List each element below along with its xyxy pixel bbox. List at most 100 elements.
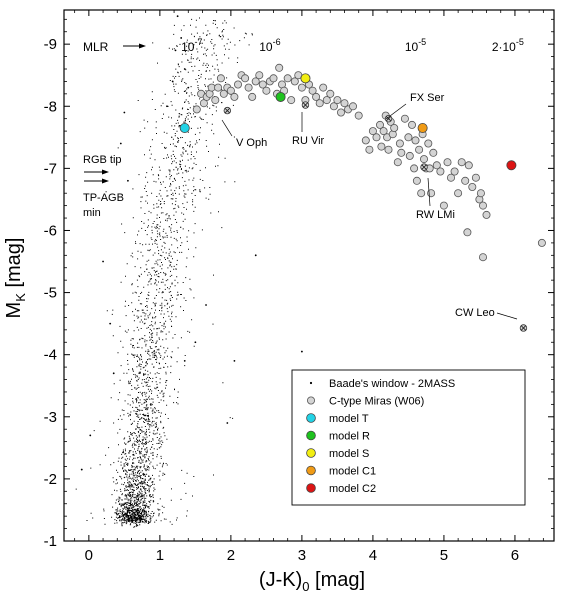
y-tick-label: -4 — [44, 347, 57, 364]
mira-point — [211, 96, 220, 105]
star-label: FX Ser — [410, 92, 445, 104]
x-tick-label: 1 — [156, 547, 164, 564]
baade-point — [183, 359, 186, 362]
mira-point — [412, 176, 421, 185]
mira-point — [443, 158, 452, 167]
mira-point — [233, 80, 242, 89]
model-C2-point — [506, 160, 517, 171]
mlr-label: MLR — [83, 40, 109, 54]
leader-line — [496, 312, 518, 320]
mira-point — [230, 92, 239, 101]
baade-point — [166, 105, 168, 108]
legend-item-model-c2: model C2 — [306, 483, 376, 495]
mira-point — [326, 89, 335, 98]
x-tick-label: 5 — [440, 547, 448, 564]
mira-point — [463, 228, 472, 237]
y-axis-title: MK [mag] — [3, 238, 28, 319]
baade-window-star-cloud — [75, 17, 253, 528]
mira-point — [482, 210, 491, 219]
mira-point — [419, 155, 428, 164]
legend-item-c-type-miras-w06-: C-type Miras (W06) — [306, 396, 424, 408]
mlr-value: 2·10-5 — [492, 37, 524, 54]
star-cloud-path — [75, 17, 253, 528]
mira-point — [395, 139, 404, 148]
mira-point — [439, 201, 448, 210]
x-tick-label: 4 — [369, 547, 377, 564]
model-points — [179, 73, 517, 171]
mira-point — [361, 136, 370, 145]
legend: Baade's window - 2MASS C-type Miras (W06)… — [291, 369, 526, 506]
y-tick-label: -3 — [44, 409, 57, 426]
model-R-point — [275, 91, 286, 102]
star-label: RU Vir — [292, 135, 325, 147]
svg-text:model C1: model C1 — [329, 466, 376, 478]
mira-point — [348, 102, 357, 111]
baade-point — [127, 179, 129, 182]
mira-point — [397, 148, 406, 157]
baade-point — [176, 15, 179, 18]
mira-point — [379, 127, 388, 136]
svg-text:model T: model T — [329, 413, 369, 425]
y-tick-label: -9 — [44, 36, 57, 53]
mira-point — [258, 80, 267, 89]
mlr-value: 10-6 — [259, 37, 280, 54]
mira-point — [365, 145, 374, 154]
mira-point — [329, 102, 338, 111]
mira-point — [468, 182, 477, 191]
mira-point — [461, 176, 470, 185]
mira-point — [319, 83, 328, 92]
mira-point — [407, 120, 416, 129]
mira-point — [216, 74, 225, 83]
mira-point — [476, 189, 485, 198]
tp-agb-arrow — [84, 178, 109, 184]
rgb-tip-label: RGB tip — [83, 154, 122, 166]
mira-point — [537, 238, 546, 247]
mira-point — [241, 74, 250, 83]
mira-point — [255, 71, 264, 80]
mira-point — [312, 92, 321, 101]
mlr-arrow — [123, 43, 146, 49]
baade-point — [180, 37, 183, 39]
mira-point — [226, 86, 235, 95]
x-tick-label: 2 — [227, 547, 235, 564]
mira-point — [262, 86, 271, 95]
mira-point — [415, 145, 424, 154]
mira-point — [478, 201, 487, 210]
mira-point — [192, 105, 201, 114]
svg-text:model R: model R — [329, 431, 370, 443]
mira-point — [450, 167, 459, 176]
legend-item-model-c1: model C1 — [306, 466, 376, 478]
mira-point — [368, 127, 377, 136]
x-axis: 0 1 2 3 4 5 6 — [74, 10, 544, 564]
mira-point — [464, 161, 473, 170]
mlr-annotations: MLR 10-7 10-6 10-5 2·10-5 — [83, 37, 524, 54]
mira-point — [384, 145, 393, 154]
baade-point — [205, 304, 207, 306]
baade-point — [119, 142, 122, 145]
mira-point — [283, 74, 292, 83]
star-label: RW LMi — [416, 209, 455, 221]
mira-point — [333, 96, 342, 105]
mira-point — [275, 63, 284, 72]
mira-point — [471, 173, 480, 182]
mira-point — [390, 124, 399, 133]
mira-point — [322, 96, 331, 105]
legend-item-baade-s-window-2mass: Baade's window - 2MASS — [309, 378, 455, 390]
baade-point — [254, 254, 257, 257]
x-tick-label: 3 — [298, 547, 306, 564]
baade-point — [187, 86, 190, 89]
model-S-point — [300, 73, 311, 84]
mira-point — [297, 83, 306, 92]
mira-point — [336, 108, 345, 117]
mira-point — [290, 77, 299, 86]
mira-point — [432, 161, 441, 170]
y-tick-label: -5 — [44, 285, 57, 302]
mira-point — [214, 83, 223, 92]
y-tick-label: -1 — [44, 533, 57, 550]
baade-point — [112, 372, 115, 375]
tp-agb-label: TP-AGB — [83, 192, 124, 204]
mira-point — [248, 92, 257, 101]
rgb-tip-arrow — [84, 169, 109, 175]
y-axis: -1 -2 -3 -4 -5 -6 -7 -8 -9 — [44, 18, 554, 550]
